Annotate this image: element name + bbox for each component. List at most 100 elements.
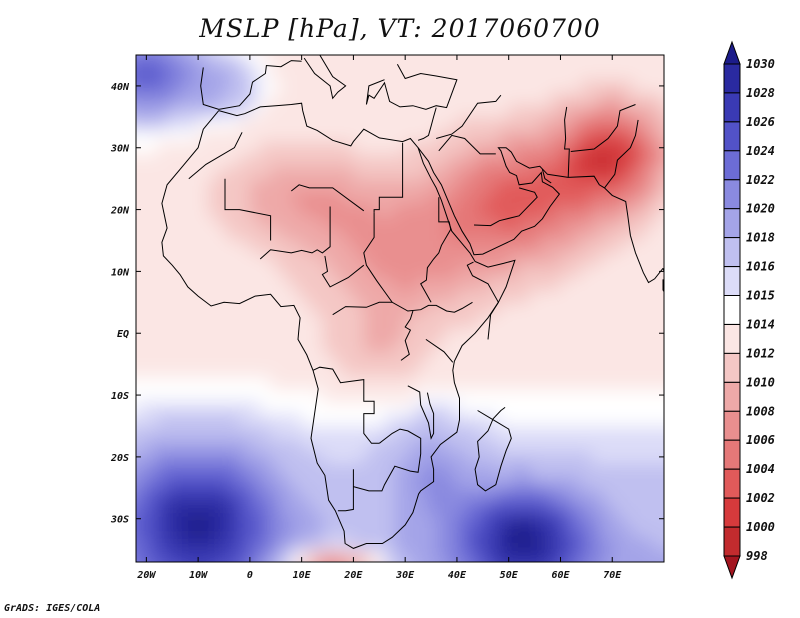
pressure-cell bbox=[322, 302, 334, 316]
pressure-cell bbox=[612, 413, 624, 427]
pressure-cell bbox=[394, 277, 406, 291]
pressure-cell bbox=[239, 240, 251, 254]
pressure-cell bbox=[394, 290, 406, 303]
pressure-cell bbox=[219, 30, 230, 43]
pressure-cell bbox=[270, 153, 282, 167]
pressure-cell bbox=[208, 413, 220, 427]
colorbar-label: 1018 bbox=[746, 231, 775, 245]
pressure-cell bbox=[601, 277, 613, 291]
pressure-cell bbox=[177, 487, 189, 501]
x-tick-label: 10E bbox=[293, 570, 312, 581]
pressure-cell bbox=[653, 153, 664, 167]
pressure-cell bbox=[405, 537, 417, 551]
pressure-cell bbox=[146, 463, 158, 477]
pressure-cell bbox=[249, 463, 261, 477]
pressure-cell bbox=[322, 67, 334, 81]
pressure-cell bbox=[643, 277, 655, 291]
pressure-cell bbox=[529, 265, 541, 279]
pressure-cell bbox=[126, 574, 137, 587]
pressure-cell bbox=[249, 314, 261, 328]
pressure-cell bbox=[136, 178, 147, 192]
pressure-cell bbox=[374, 524, 386, 538]
pressure-cell bbox=[136, 364, 137, 378]
pressure-cell bbox=[436, 401, 448, 415]
pressure-cell bbox=[249, 487, 261, 501]
pressure-cell bbox=[539, 265, 551, 279]
pressure-cell bbox=[622, 191, 634, 204]
pressure-cell bbox=[177, 55, 189, 68]
pressure-cell bbox=[312, 302, 323, 316]
pressure-cell bbox=[436, 166, 448, 180]
pressure-cell bbox=[674, 537, 685, 550]
pressure-cell bbox=[136, 500, 137, 514]
pressure-cell bbox=[581, 524, 593, 538]
pressure-cell bbox=[591, 512, 603, 526]
pressure-cell bbox=[591, 178, 603, 192]
pressure-cell bbox=[664, 574, 675, 587]
pressure-cell bbox=[270, 92, 282, 106]
pressure-cell bbox=[301, 129, 313, 143]
levant-coastline bbox=[417, 107, 437, 141]
pressure-cell bbox=[529, 55, 541, 56]
pressure-cell bbox=[156, 92, 168, 106]
pressure-cell bbox=[136, 475, 137, 489]
pressure-cell bbox=[488, 364, 499, 378]
pressure-cell bbox=[508, 79, 520, 93]
pressure-cell bbox=[115, 463, 126, 476]
pressure-cell bbox=[415, 475, 427, 489]
pressure-cell bbox=[498, 55, 510, 56]
colorbar-box bbox=[723, 237, 741, 268]
pressure-cell bbox=[467, 30, 478, 43]
pressure-cell bbox=[581, 104, 593, 118]
pressure-cell bbox=[643, 450, 655, 464]
pressure-cell bbox=[591, 141, 603, 155]
pressure-cell bbox=[115, 179, 126, 192]
pressure-cell bbox=[136, 191, 137, 204]
pressure-cell bbox=[229, 129, 241, 143]
pressure-cell bbox=[198, 314, 210, 328]
pressure-cell bbox=[477, 549, 489, 562]
pressure-cell bbox=[653, 265, 664, 279]
pressure-cell bbox=[643, 178, 655, 192]
pressure-cell bbox=[187, 67, 199, 81]
pressure-cell bbox=[508, 314, 520, 328]
pressure-cell bbox=[136, 92, 137, 106]
pressure-cell bbox=[622, 426, 634, 439]
pressure-cell bbox=[156, 228, 168, 242]
pressure-cell bbox=[260, 339, 272, 353]
pressure-cell bbox=[488, 240, 499, 254]
pressure-cell bbox=[374, 178, 386, 192]
pressure-cell bbox=[664, 278, 675, 291]
pressure-cell bbox=[539, 327, 551, 340]
pressure-cell bbox=[601, 178, 613, 192]
pressure-cell bbox=[177, 67, 189, 81]
pressure-cell bbox=[136, 450, 147, 464]
pressure-cell bbox=[601, 191, 613, 204]
pressure-cell bbox=[612, 524, 624, 538]
pressure-cell bbox=[508, 191, 520, 204]
pressure-cell bbox=[353, 438, 365, 452]
italy-coastline bbox=[303, 55, 347, 100]
border-yemen-saudi bbox=[473, 187, 538, 227]
pressure-cell bbox=[156, 388, 168, 402]
pressure-cell bbox=[467, 265, 479, 279]
pressure-cell bbox=[591, 290, 603, 303]
pressure-cell bbox=[612, 376, 624, 390]
pressure-cell bbox=[467, 228, 479, 242]
pressure-cell bbox=[529, 215, 541, 229]
pressure-cell bbox=[425, 463, 437, 477]
pressure-cell bbox=[146, 30, 157, 43]
pressure-cell bbox=[208, 240, 220, 254]
pressure-cell bbox=[622, 463, 634, 477]
pressure-cell bbox=[436, 116, 448, 130]
pressure-cell bbox=[674, 67, 685, 80]
pressure-cell bbox=[508, 327, 520, 340]
pressure-cell bbox=[539, 463, 551, 477]
colorbar-box bbox=[723, 266, 741, 297]
pressure-cell bbox=[322, 475, 334, 489]
pressure-cell bbox=[177, 141, 189, 155]
pressure-cell bbox=[508, 178, 520, 192]
pressure-cell bbox=[446, 178, 458, 192]
pressure-cell bbox=[239, 413, 251, 427]
pressure-cell bbox=[488, 475, 499, 489]
